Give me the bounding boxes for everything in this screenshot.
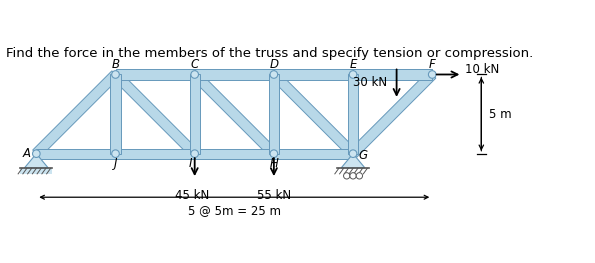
- Polygon shape: [353, 69, 432, 80]
- Polygon shape: [115, 69, 195, 80]
- Circle shape: [270, 150, 278, 158]
- Polygon shape: [349, 71, 436, 157]
- Circle shape: [191, 71, 199, 78]
- Text: B: B: [111, 58, 120, 72]
- Circle shape: [349, 150, 357, 158]
- Polygon shape: [274, 69, 353, 80]
- Polygon shape: [115, 149, 195, 159]
- Text: Find the force in the members of the truss and specify tension or compression.: Find the force in the members of the tru…: [6, 47, 534, 60]
- Circle shape: [349, 71, 357, 78]
- Text: G: G: [358, 149, 367, 162]
- Text: F: F: [429, 58, 436, 72]
- Polygon shape: [341, 154, 365, 168]
- Polygon shape: [195, 149, 274, 159]
- Circle shape: [356, 173, 362, 179]
- Polygon shape: [274, 149, 353, 159]
- Text: 5 @ 5m = 25 m: 5 @ 5m = 25 m: [188, 204, 281, 216]
- Circle shape: [428, 71, 436, 78]
- Polygon shape: [191, 71, 277, 157]
- Circle shape: [33, 150, 40, 158]
- Text: D: D: [270, 58, 278, 72]
- Polygon shape: [33, 71, 119, 157]
- Text: 45 kN: 45 kN: [175, 189, 209, 202]
- Circle shape: [343, 173, 350, 179]
- Text: A: A: [23, 147, 31, 160]
- Polygon shape: [195, 69, 274, 80]
- Polygon shape: [112, 71, 198, 157]
- Polygon shape: [24, 154, 48, 168]
- Text: 5 m: 5 m: [489, 108, 512, 120]
- Polygon shape: [270, 71, 356, 157]
- Circle shape: [112, 150, 120, 158]
- Text: 10 kN: 10 kN: [465, 63, 500, 76]
- Polygon shape: [190, 74, 200, 154]
- Circle shape: [350, 173, 356, 179]
- Polygon shape: [269, 74, 279, 154]
- Text: 30 kN: 30 kN: [353, 76, 387, 89]
- Text: 55 kN: 55 kN: [257, 189, 291, 202]
- Text: E: E: [349, 58, 357, 72]
- FancyBboxPatch shape: [20, 168, 52, 174]
- Circle shape: [112, 71, 120, 78]
- Text: J: J: [114, 157, 117, 170]
- Circle shape: [191, 150, 199, 158]
- Text: I: I: [189, 157, 192, 170]
- Polygon shape: [348, 74, 358, 154]
- Polygon shape: [353, 69, 432, 80]
- Circle shape: [270, 71, 278, 78]
- Polygon shape: [110, 74, 121, 154]
- Text: H: H: [270, 157, 278, 170]
- Text: C: C: [190, 58, 199, 72]
- Polygon shape: [36, 149, 115, 159]
